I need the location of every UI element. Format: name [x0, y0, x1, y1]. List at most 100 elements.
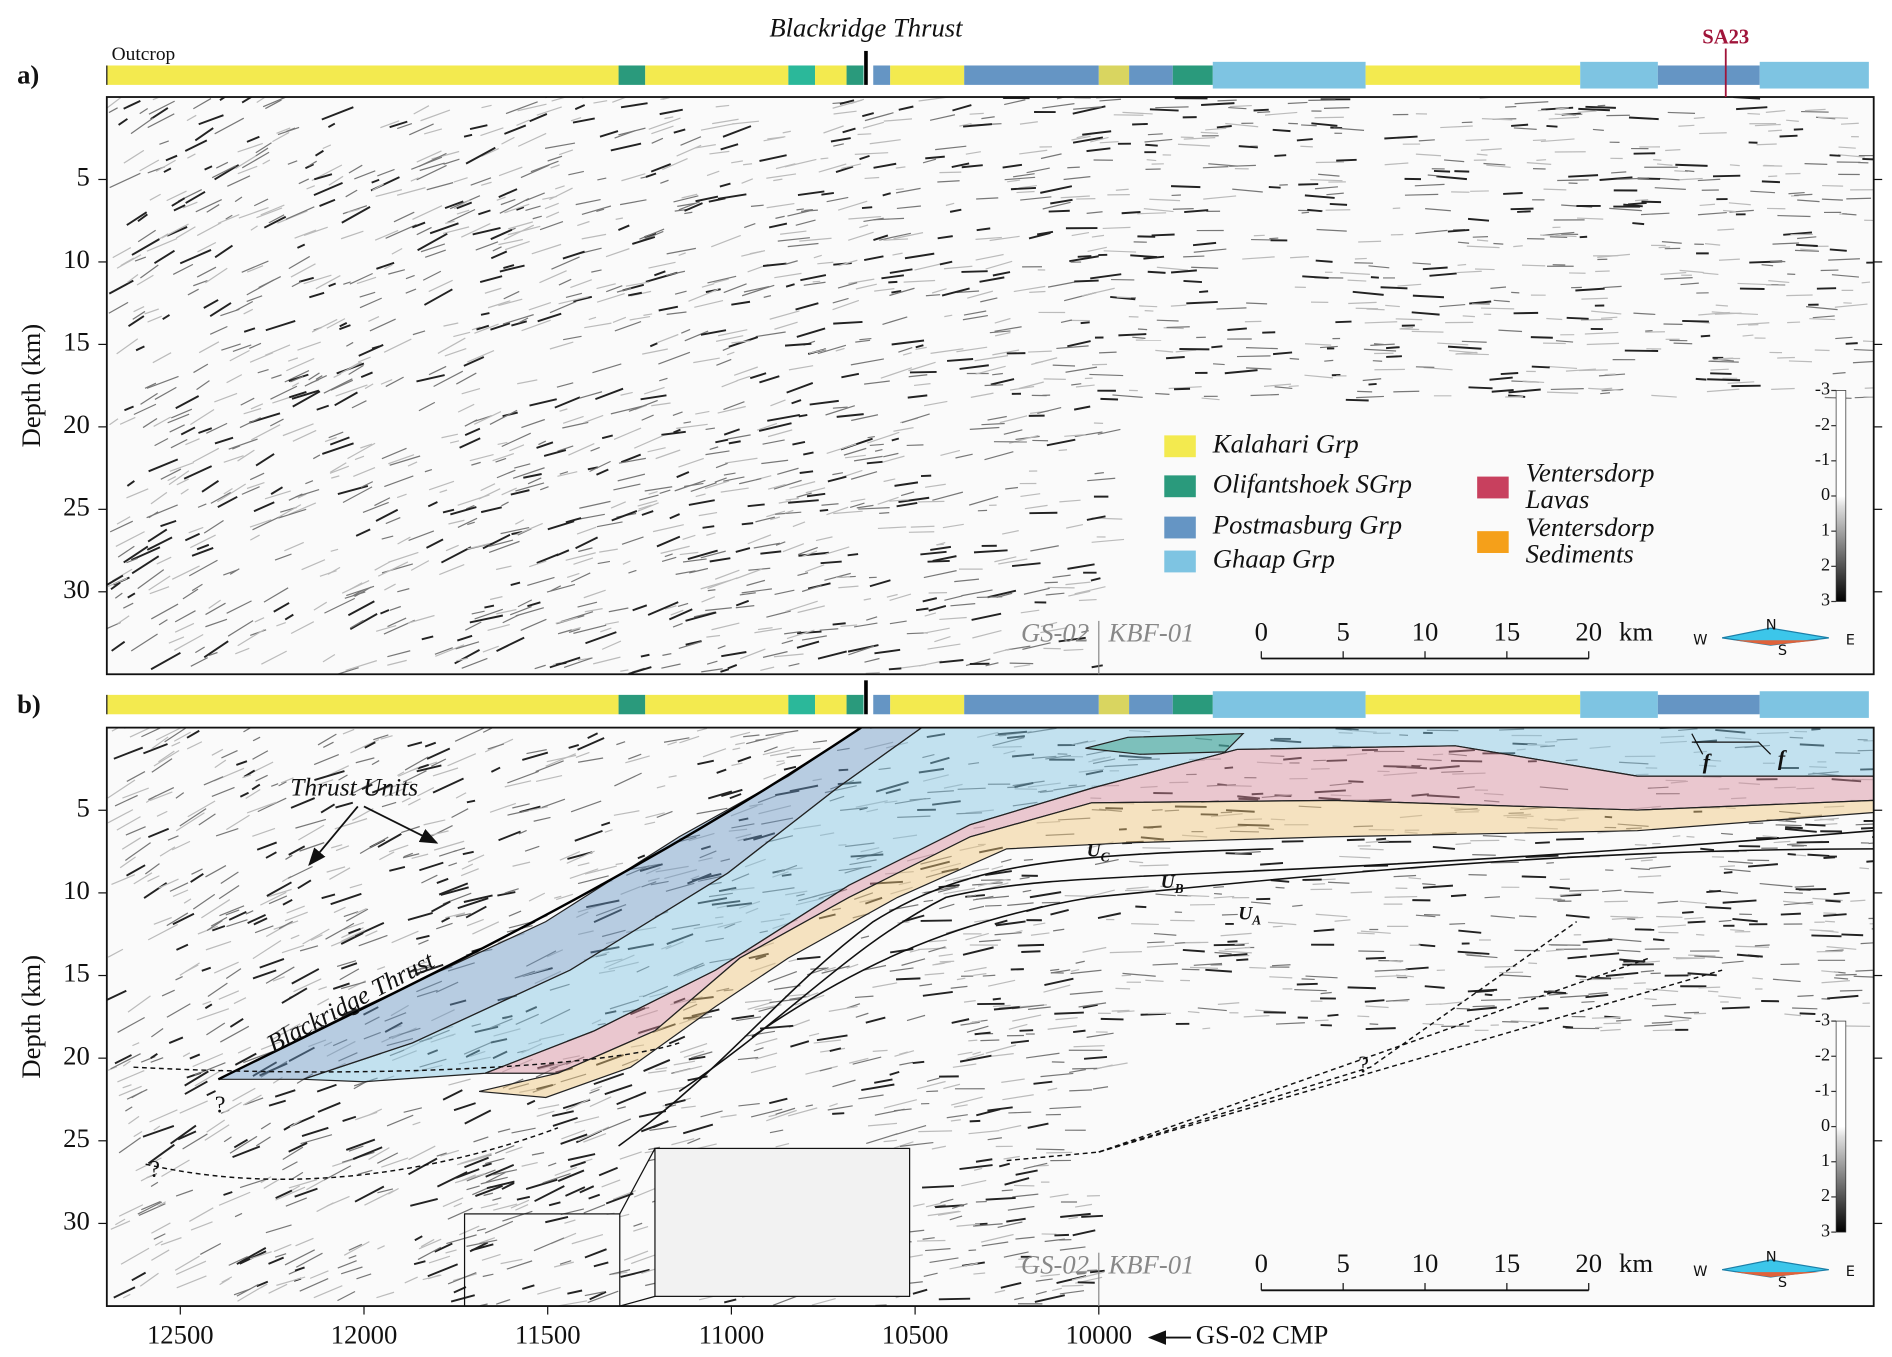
seismic-reflector	[1723, 871, 1733, 874]
seismic-reflector	[256, 207, 283, 219]
seismic-reflector	[665, 882, 695, 892]
seismic-reflector	[1724, 736, 1752, 741]
seismic-reflector	[1698, 311, 1730, 316]
unit-sub: C	[1101, 850, 1111, 865]
seismic-reflector	[1224, 369, 1258, 375]
seismic-reflector	[688, 499, 715, 506]
seismic-reflector	[434, 1242, 453, 1253]
seismic-reflector	[265, 320, 296, 332]
seismic-reflector	[795, 302, 819, 311]
scale-label: 20	[1575, 1248, 1602, 1278]
seismic-reflector	[1002, 1094, 1034, 1101]
seismic-reflector	[1785, 826, 1803, 830]
seismic-reflector	[345, 1138, 376, 1151]
seismic-reflector	[446, 1234, 477, 1245]
seismic-reflector	[956, 1223, 980, 1227]
seismic-reflector	[923, 899, 934, 903]
seismic-reflector	[1020, 493, 1041, 498]
seismic-reflector	[1023, 858, 1034, 861]
seismic-reflector	[1018, 381, 1044, 390]
seismic-reflector	[961, 270, 988, 273]
seismic-reflector	[538, 440, 547, 446]
seismic-reflector	[885, 788, 901, 795]
seismic-reflector	[1493, 299, 1510, 303]
seismic-reflector	[833, 110, 857, 115]
seismic-reflector	[739, 592, 756, 596]
seismic-reflector	[1457, 241, 1470, 244]
seismic-reflector	[381, 1157, 409, 1168]
seismic-reflector	[537, 312, 562, 323]
seismic-reflector	[596, 293, 625, 303]
seismic-reflector	[1015, 1169, 1038, 1176]
seismic-reflector	[1039, 790, 1054, 793]
seismic-reflector	[1203, 195, 1237, 200]
seismic-reflector	[1234, 851, 1261, 855]
seismic-reflector	[227, 175, 251, 187]
seismic-reflector	[1145, 979, 1164, 982]
seismic-reflector	[1220, 932, 1252, 937]
seismic-reflector	[895, 187, 921, 194]
seismic-reflector	[331, 475, 340, 479]
seismic-reflector	[1637, 875, 1662, 878]
seismic-reflector	[1652, 938, 1665, 942]
seismic-reflector	[1440, 125, 1473, 129]
seismic-reflector	[1804, 163, 1828, 166]
seismic-reflector	[603, 954, 635, 969]
seismic-reflector	[1540, 138, 1575, 143]
seismic-reflector	[891, 339, 925, 346]
seismic-reflector	[168, 636, 185, 644]
seismic-reflector	[589, 1088, 600, 1094]
seismic-reflector	[826, 443, 857, 455]
seismic-reflector	[1069, 255, 1099, 263]
seismic-reflector	[655, 449, 681, 460]
seismic-reflector	[187, 288, 199, 296]
seismic-reflector	[985, 260, 1013, 270]
seismic-reflector	[160, 519, 177, 528]
seismic-reflector	[1693, 116, 1705, 119]
seismic-reflector	[612, 316, 627, 323]
seismic-reflector	[1351, 729, 1377, 733]
seismic-reflector	[896, 977, 921, 981]
seismic-reflector	[377, 833, 402, 848]
seismic-reflector	[206, 919, 223, 932]
seismic-reflector	[1756, 731, 1789, 735]
seismic-reflector	[1797, 994, 1814, 997]
seismic-reflector	[418, 152, 447, 168]
seismic-reflector	[1094, 858, 1119, 866]
seismic-reflector	[992, 997, 1001, 1001]
seismic-reflector	[176, 943, 189, 951]
seismic-reflector	[169, 882, 189, 892]
seismic-reflector	[1090, 577, 1101, 582]
seismic-reflector	[975, 236, 1002, 240]
seismic-reflector	[1399, 814, 1423, 819]
seismic-reflector	[1152, 963, 1178, 966]
compass-e: E	[1846, 631, 1855, 648]
seismic-reflector	[380, 609, 390, 615]
seismic-reflector	[1547, 391, 1579, 394]
seismic-reflector	[1246, 347, 1278, 350]
seismic-reflector	[779, 913, 791, 917]
seismic-reflector	[255, 142, 272, 154]
seismic-reflector	[900, 491, 915, 497]
seismic-reflector	[108, 279, 134, 295]
seismic-reflector	[109, 418, 119, 426]
seismic-reflector	[656, 535, 681, 548]
x-axis-title: GS-02 CMP	[1196, 1320, 1329, 1350]
seismic-reflector	[959, 122, 972, 127]
seismic-reflector	[293, 978, 322, 993]
seismic-reflector	[927, 643, 961, 650]
seismic-reflector	[1657, 924, 1686, 928]
seismic-reflector	[1137, 212, 1167, 215]
seismic-reflector	[1535, 897, 1562, 900]
seismic-reflector	[337, 484, 369, 496]
seismic-reflector	[420, 1238, 435, 1248]
seismic-reflector	[135, 345, 145, 352]
seismic-reflector	[975, 365, 1006, 375]
seismic-reflector	[789, 995, 810, 1000]
seismic-reflector	[413, 1064, 443, 1073]
seismic-reflector	[866, 616, 878, 621]
seismic-reflector	[439, 489, 448, 494]
seismic-reflector	[292, 390, 321, 408]
seismic-reflector	[1081, 1214, 1103, 1218]
seismic-reflector	[234, 1212, 243, 1218]
